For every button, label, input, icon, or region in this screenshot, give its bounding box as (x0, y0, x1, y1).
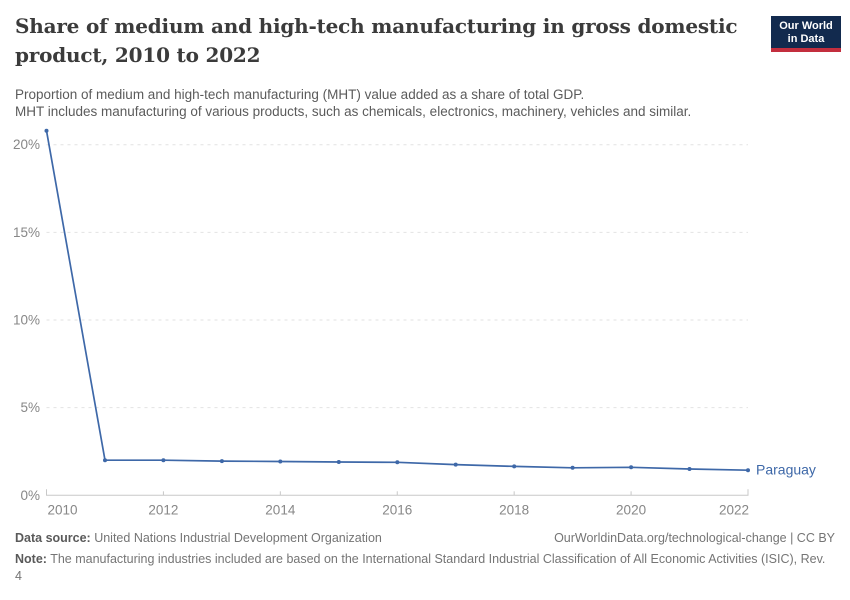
x-axis-label: 2020 (616, 502, 646, 517)
data-point-2017[interactable] (453, 462, 458, 467)
x-axis-label: 2010 (48, 502, 78, 517)
chart-footer: Data source: United Nations Industrial D… (15, 530, 835, 586)
chart-note-label: Note: (15, 551, 47, 566)
data-source: Data source: United Nations Industrial D… (15, 530, 382, 548)
data-point-2013[interactable] (219, 459, 224, 464)
y-axis-label: 10% (13, 313, 40, 328)
owid-logo[interactable]: Our World in Data (771, 16, 841, 52)
chart-note: Note: The manufacturing industries inclu… (15, 551, 835, 586)
chart-title-line1: Share of medium and high-tech manufactur… (15, 14, 738, 38)
y-axis-label: 5% (20, 400, 40, 415)
data-source-label: Data source: (15, 531, 91, 545)
entity-label-paraguay[interactable]: Paraguay (756, 462, 816, 478)
chart-subtitle-line1: Proportion of medium and high-tech manuf… (15, 87, 585, 102)
chart-title: Share of medium and high-tech manufactur… (15, 12, 755, 70)
line-chart[interactable]: 0% 5% 10% 15% 20% 2010 2012 2014 2016 2018 2020 202… (0, 120, 850, 525)
chart-title-line2: product, 2010 to 2022 (15, 43, 261, 67)
owid-logo-line1: Our World (779, 20, 833, 32)
data-point-2022[interactable] (746, 468, 750, 473)
data-point-2011[interactable] (103, 458, 107, 463)
data-point-2018[interactable] (512, 464, 517, 469)
data-point-2010[interactable] (44, 128, 49, 133)
owid-logo-line2: in Data (787, 32, 825, 45)
owid-cc-link[interactable]: OurWorldinData.org/technological-change … (554, 531, 835, 545)
x-axis-label: 2018 (499, 502, 529, 517)
y-axis-label: 20% (13, 137, 40, 152)
data-point-2019[interactable] (570, 465, 575, 470)
x-axis-label: 2014 (265, 502, 296, 517)
chart-subtitle-line2: MHT includes manufacturing of various pr… (15, 104, 692, 119)
chart-subtitle: Proportion of medium and high-tech manuf… (15, 86, 795, 120)
paraguay-line[interactable] (45, 129, 749, 472)
x-axis-label: 2022 (719, 502, 749, 517)
data-point-2016[interactable] (395, 460, 400, 465)
data-point-2020[interactable] (629, 465, 634, 470)
data-point-2015[interactable] (336, 460, 341, 464)
chart-note-text: The manufacturing industries included ar… (15, 551, 826, 584)
data-source-text: United Nations Industrial Development Or… (90, 531, 382, 545)
y-axis-label: 0% (20, 488, 40, 503)
data-point-2021[interactable] (687, 467, 692, 471)
x-axis-label: 2016 (382, 502, 412, 517)
data-point-2014[interactable] (278, 459, 283, 464)
data-point-2012[interactable] (161, 458, 166, 463)
y-axis-label: 15% (13, 225, 40, 240)
x-axis-label: 2012 (148, 502, 178, 517)
